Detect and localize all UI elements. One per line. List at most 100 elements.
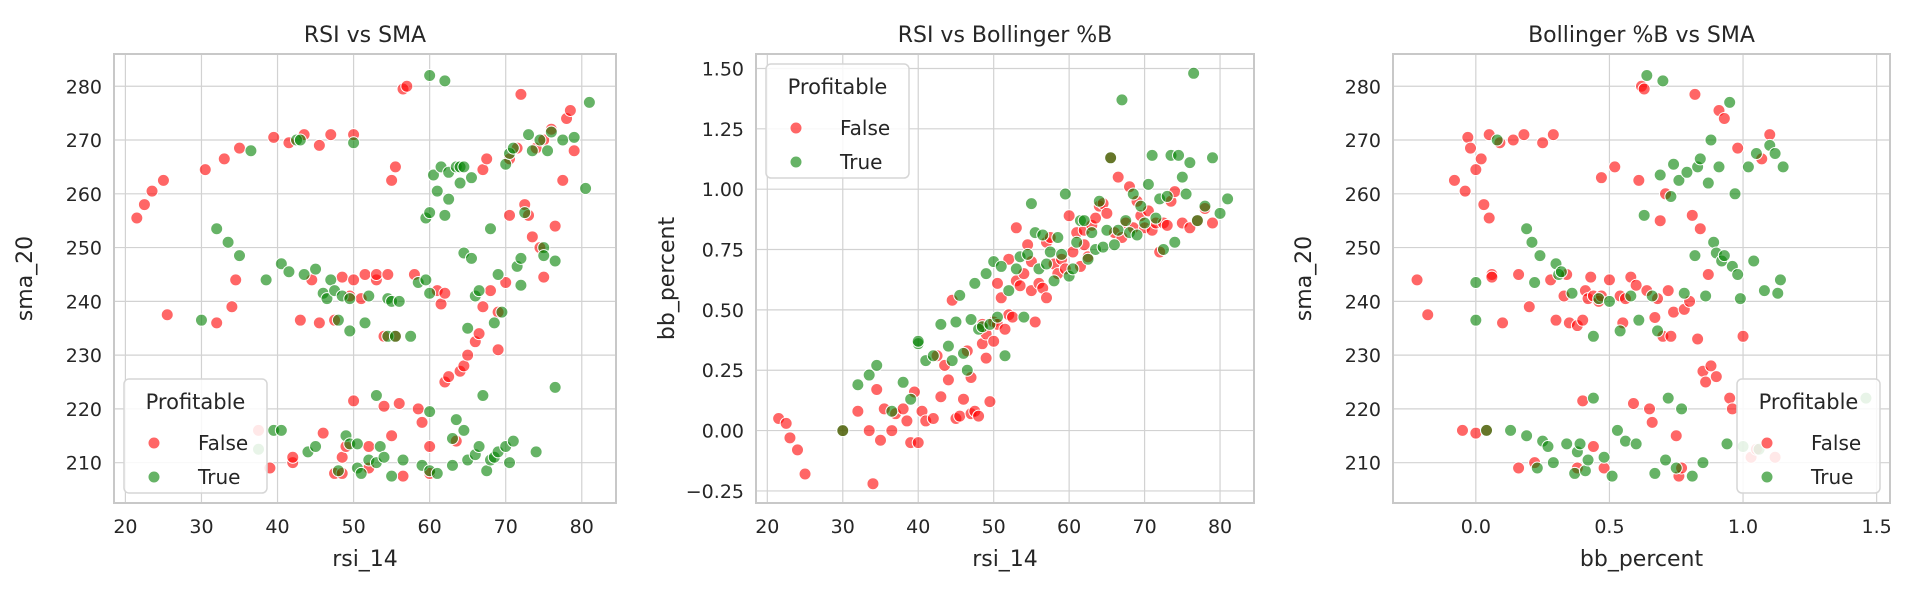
point-true bbox=[1664, 189, 1678, 203]
point-true bbox=[1707, 235, 1721, 249]
point-false bbox=[1736, 329, 1750, 343]
legend-marker-true bbox=[1760, 470, 1774, 484]
point-true bbox=[457, 160, 471, 174]
point-true bbox=[537, 249, 551, 263]
x-tick-label: 1.0 bbox=[1728, 516, 1758, 538]
point-true bbox=[1145, 148, 1159, 162]
point-true bbox=[1092, 194, 1106, 208]
x-tick-label: 0.5 bbox=[1594, 516, 1624, 538]
point-true bbox=[438, 208, 452, 222]
chart-title: Bollinger %B vs SMA bbox=[1528, 23, 1755, 48]
point-true bbox=[1213, 206, 1227, 220]
point-false bbox=[145, 184, 159, 198]
chart-panel-1: 20 30 40 50 60 70 80 210 220 230 240 250 260 270 280 RS… bbox=[13, 23, 617, 572]
plot-frame bbox=[1392, 53, 1891, 504]
legend-box bbox=[123, 378, 268, 494]
point-false bbox=[1546, 128, 1560, 142]
point-true bbox=[994, 259, 1008, 273]
point-false bbox=[998, 322, 1012, 336]
plot-frame bbox=[755, 53, 1255, 504]
legend: Profitable False True bbox=[765, 63, 910, 179]
point-true bbox=[533, 133, 547, 147]
point-true bbox=[347, 136, 361, 150]
point-false bbox=[1602, 273, 1616, 287]
point-true bbox=[377, 450, 391, 464]
point-false bbox=[1586, 440, 1600, 454]
point-true bbox=[1560, 437, 1574, 451]
point-true bbox=[309, 440, 323, 454]
point-true bbox=[1747, 254, 1761, 268]
point-true bbox=[1565, 286, 1579, 300]
point-false bbox=[885, 424, 899, 438]
point-false bbox=[1669, 429, 1683, 443]
point-true bbox=[369, 388, 383, 402]
point-true bbox=[1685, 469, 1699, 483]
point-false bbox=[480, 152, 494, 166]
point-true bbox=[1659, 453, 1673, 467]
point-true bbox=[396, 453, 410, 467]
point-true bbox=[945, 354, 959, 368]
point-true bbox=[343, 292, 357, 306]
point-true bbox=[1490, 133, 1504, 147]
point-true bbox=[1469, 276, 1483, 290]
point-false bbox=[1688, 87, 1702, 101]
point-false bbox=[362, 440, 376, 454]
point-false bbox=[1701, 267, 1715, 281]
y-tick-label: 1.50 bbox=[702, 58, 744, 80]
legend-label-false: False bbox=[840, 116, 890, 140]
point-false bbox=[563, 103, 577, 117]
point-true bbox=[1134, 199, 1148, 213]
point-true bbox=[1104, 151, 1118, 165]
legend-box bbox=[765, 63, 910, 179]
y-tick-label: 250 bbox=[66, 238, 102, 260]
point-true bbox=[1733, 292, 1747, 306]
point-false bbox=[1709, 370, 1723, 384]
point-false bbox=[1608, 160, 1622, 174]
point-true bbox=[350, 437, 364, 451]
point-true bbox=[1077, 214, 1091, 228]
point-false bbox=[1664, 329, 1678, 343]
point-false bbox=[1089, 211, 1103, 225]
x-tick-label: 80 bbox=[570, 516, 594, 538]
point-false bbox=[461, 348, 475, 362]
point-true bbox=[1731, 267, 1745, 281]
plot-frame bbox=[113, 53, 617, 504]
point-false bbox=[851, 404, 865, 418]
point-true bbox=[1651, 324, 1665, 338]
x-tick-label: 20 bbox=[755, 516, 779, 538]
point-true bbox=[1504, 423, 1518, 437]
point-false bbox=[1028, 315, 1042, 329]
point-true bbox=[1066, 262, 1080, 276]
point-true bbox=[358, 316, 372, 330]
point-false bbox=[1626, 397, 1640, 411]
point-true bbox=[1637, 208, 1651, 222]
point-true bbox=[385, 469, 399, 483]
point-false bbox=[1485, 270, 1499, 284]
point-true bbox=[1126, 187, 1140, 201]
point-false bbox=[798, 467, 812, 481]
point-false bbox=[377, 399, 391, 413]
point-false bbox=[324, 128, 338, 142]
y-tick-label: 0.00 bbox=[702, 421, 744, 443]
point-false bbox=[1517, 128, 1531, 142]
point-true bbox=[1156, 243, 1170, 257]
y-tick-label: 230 bbox=[66, 345, 102, 367]
point-true bbox=[1723, 95, 1737, 109]
legend-marker-true bbox=[789, 155, 803, 169]
legend-label-true: True bbox=[197, 465, 240, 489]
point-true bbox=[1541, 440, 1555, 454]
x-axis-label: bb_percent bbox=[1580, 547, 1704, 572]
point-true bbox=[1520, 429, 1534, 443]
point-true bbox=[1525, 235, 1539, 249]
point-true bbox=[1047, 274, 1061, 288]
point-false bbox=[396, 469, 410, 483]
point-false bbox=[1461, 130, 1475, 144]
chart-title: RSI vs Bollinger %B bbox=[898, 23, 1113, 48]
point-false bbox=[347, 394, 361, 408]
point-true bbox=[979, 267, 993, 281]
point-false bbox=[491, 343, 505, 357]
point-false bbox=[1653, 214, 1667, 228]
point-false bbox=[1062, 209, 1076, 223]
point-false bbox=[1549, 313, 1563, 327]
point-false bbox=[957, 392, 970, 406]
